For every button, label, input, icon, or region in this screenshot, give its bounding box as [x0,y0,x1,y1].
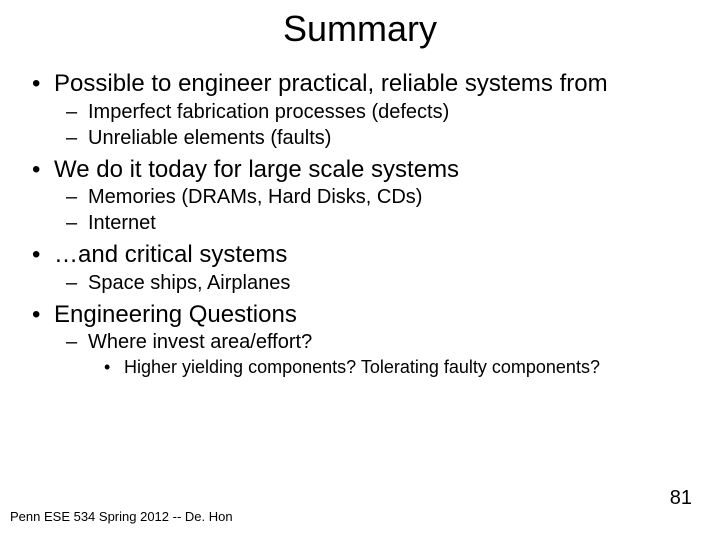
bullet-l3: Higher yielding components? Tolerating f… [104,356,696,379]
bullet-l2: Space ships, Airplanes [66,271,696,295]
slide-content: Possible to engineer practical, reliable… [24,70,696,379]
bullet-l1: Engineering Questions [32,301,696,329]
page-number: 81 [670,487,692,510]
bullet-l2: Memories (DRAMs, Hard Disks, CDs) [66,185,696,209]
bullet-l1: …and critical systems [32,241,696,269]
bullet-l2: Imperfect fabrication processes (defects… [66,100,696,124]
bullet-l2: Where invest area/effort? [66,330,696,354]
slide-title: Summary [24,8,696,50]
bullet-l2: Internet [66,211,696,235]
slide: Summary Possible to engineer practical, … [0,0,720,540]
bullet-l1: Possible to engineer practical, reliable… [32,70,696,98]
slide-footer: Penn ESE 534 Spring 2012 -- De. Hon [10,509,233,524]
bullet-l2: Unreliable elements (faults) [66,126,696,150]
bullet-l1: We do it today for large scale systems [32,156,696,184]
